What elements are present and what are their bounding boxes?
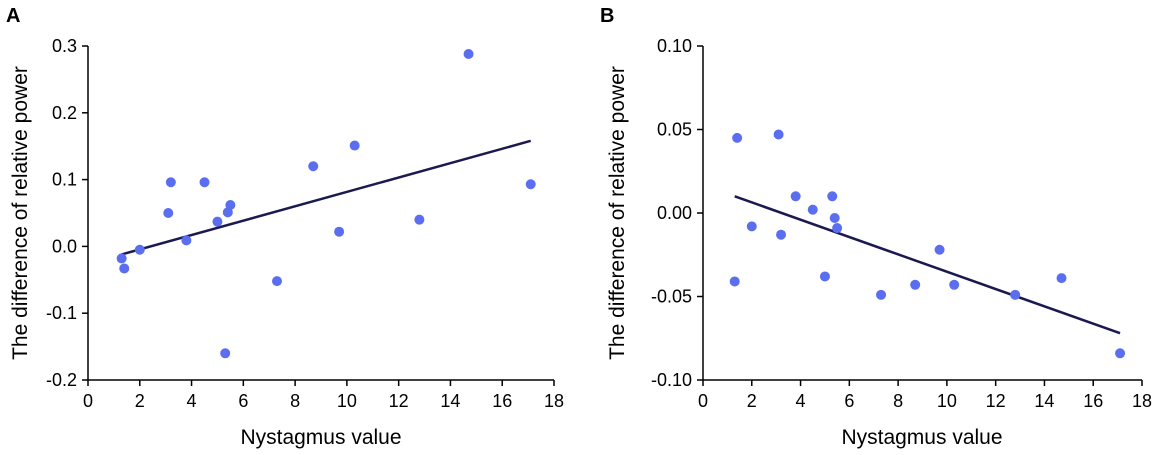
panel-a-x-axis-title: Nystagmus value	[240, 426, 401, 449]
panel-b-fit	[734, 195, 1121, 335]
panel-b-y-tick-label: 0.00	[657, 203, 692, 223]
panel-a-data-point	[271, 276, 282, 287]
panel-b-fit-line	[734, 195, 1121, 335]
panel-b-data-point	[827, 191, 838, 202]
panel-a-x-tick-label: 12	[389, 391, 409, 411]
panel-a-data-point	[134, 244, 145, 255]
panel-b-data-point	[876, 289, 887, 300]
panel-b-x-ticks: 0 2 4 6 8 10 12 14 16 18	[698, 380, 1152, 411]
panel-a-data-point	[308, 161, 319, 172]
panel-a-x-tick-label: 14	[440, 391, 460, 411]
panel-a-x-ticks: 0 2 4 6 8 10 12 14 16 18	[83, 380, 564, 411]
panel-b-x-tick-label: 12	[986, 391, 1006, 411]
panel-b-data-point	[732, 132, 743, 143]
panel-a-fit-line	[121, 139, 532, 256]
panel-b-data-point	[746, 221, 757, 232]
panel-b-data-point	[1115, 348, 1126, 359]
panel-b-x-tick-label: 0	[698, 391, 708, 411]
panel-b-y-tick-label: 0.10	[657, 36, 692, 56]
panel-a-data-point	[212, 216, 223, 227]
panel-b-data-point	[949, 279, 960, 290]
panel-b-data-point	[1010, 289, 1021, 300]
panel-a-x-tick-label: 4	[187, 391, 197, 411]
panel-b-data-point	[729, 276, 740, 287]
panel-b-data-point	[819, 271, 830, 282]
panel-b-data-point	[910, 279, 921, 290]
panel-a-x-tick-label: 2	[135, 391, 145, 411]
panel-a-data-point	[334, 226, 345, 237]
panel-b-y-axis-title: The difference of relative power	[606, 66, 629, 360]
panel-a-y-axis-title: The difference of relative power	[9, 66, 32, 360]
panel-a: A Nystagmus value The difference of rela…	[6, 5, 564, 449]
panel-a-x-tick-label: 16	[492, 391, 512, 411]
panel-a-data-point	[199, 177, 210, 188]
panel-a-y-tick-label: 0.1	[52, 170, 77, 190]
panel-a-fit	[121, 139, 532, 256]
panel-b-data-point	[832, 223, 843, 234]
panel-b-label: B	[600, 5, 614, 27]
panel-a-y-ticks: -0.2 -0.1 0.0 0.1 0.2 0.3	[46, 36, 88, 390]
panel-b-y-tick-label: -0.10	[651, 370, 692, 390]
panel-a-x-tick-label: 8	[290, 391, 300, 411]
panel-a-axes	[87, 46, 554, 381]
panel-b-x-tick-label: 2	[747, 391, 757, 411]
panel-a-y-tick-label: 0.0	[52, 236, 77, 256]
panel-b: B Nystagmus value The difference of rela…	[600, 5, 1152, 449]
panel-a-data-point	[116, 253, 127, 264]
panel-a-data-point	[119, 263, 130, 274]
panel-b-x-tick-label: 14	[1034, 391, 1054, 411]
panel-b-x-tick-label: 16	[1083, 391, 1103, 411]
panel-b-data-point	[790, 191, 801, 202]
panel-b-data-point	[807, 204, 818, 215]
panel-a-data-point	[181, 235, 192, 246]
panel-a-data-point	[225, 199, 236, 210]
panel-a-data-point	[220, 348, 231, 359]
panel-b-data-point	[773, 129, 784, 140]
panel-b-x-tick-label: 18	[1132, 391, 1152, 411]
panel-b-axes	[702, 46, 1142, 381]
panel-a-x-tick-label: 10	[337, 391, 357, 411]
panel-b-y-ticks: -0.10 -0.05 0.00 0.05 0.10	[651, 36, 703, 390]
panel-a-x-tick-label: 0	[83, 391, 93, 411]
panel-a-y-tick-label: -0.1	[46, 303, 77, 323]
panel-b-points	[729, 129, 1126, 359]
panel-a-x-tick-label: 6	[238, 391, 248, 411]
panel-b-x-tick-label: 8	[893, 391, 903, 411]
panel-a-y-tick-label: -0.2	[46, 370, 77, 390]
panel-a-data-point	[349, 140, 360, 151]
panel-a-data-point	[414, 214, 425, 225]
panel-b-x-axis-title: Nystagmus value	[841, 426, 1002, 449]
panel-a-label: A	[6, 5, 20, 27]
panel-b-x-tick-label: 6	[844, 391, 854, 411]
panel-b-data-point	[934, 244, 945, 255]
panel-b-x-tick-label: 10	[937, 391, 957, 411]
panel-a-data-point	[163, 208, 174, 218]
panel-b-y-tick-label: -0.05	[651, 287, 692, 307]
panel-a-y-tick-label: 0.3	[52, 36, 77, 56]
panel-a-data-point	[525, 179, 536, 190]
panel-a-data-point	[165, 177, 176, 188]
panel-b-data-point	[776, 229, 787, 240]
panel-b-data-point	[1056, 273, 1067, 284]
panel-a-x-tick-label: 18	[544, 391, 564, 411]
panel-b-data-point	[829, 213, 840, 224]
panel-b-x-tick-label: 4	[796, 391, 806, 411]
panel-a-data-point	[463, 49, 474, 60]
panel-a-y-tick-label: 0.2	[52, 103, 77, 123]
panel-b-y-tick-label: 0.05	[657, 120, 692, 140]
panel-a-points	[116, 49, 536, 359]
